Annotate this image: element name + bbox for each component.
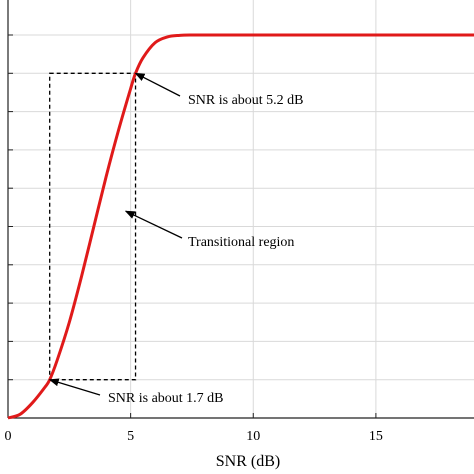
annotation-1-7-db-text: SNR is about 1.7 dB (108, 391, 224, 406)
x-tick-label: 15 (369, 429, 383, 444)
x-tick-label: 10 (246, 429, 260, 444)
tick-labels: 0 5 10 15 (5, 429, 383, 444)
x-tick-label: 5 (127, 429, 134, 444)
transitional-region-rect (49, 72, 137, 381)
annotations: SNR is about 5.2 dB Transitional region SN… (48, 72, 304, 406)
plot-frame (7, 0, 474, 419)
annotation-transitional-region-arrow (124, 210, 183, 239)
x-tick-label: 0 (5, 429, 12, 444)
grid-lines (8, 0, 474, 418)
annotation-5-2-db-arrow (134, 72, 181, 97)
x-axis-label: SNR (dB) (216, 453, 280, 470)
annotation-transitional-region-text: Transitional region (188, 235, 294, 250)
annotation-5-2-db-text: SNR is about 5.2 dB (188, 93, 304, 108)
annotation-1-7-db-arrow (48, 378, 101, 396)
transitional-region-box (49, 72, 137, 381)
